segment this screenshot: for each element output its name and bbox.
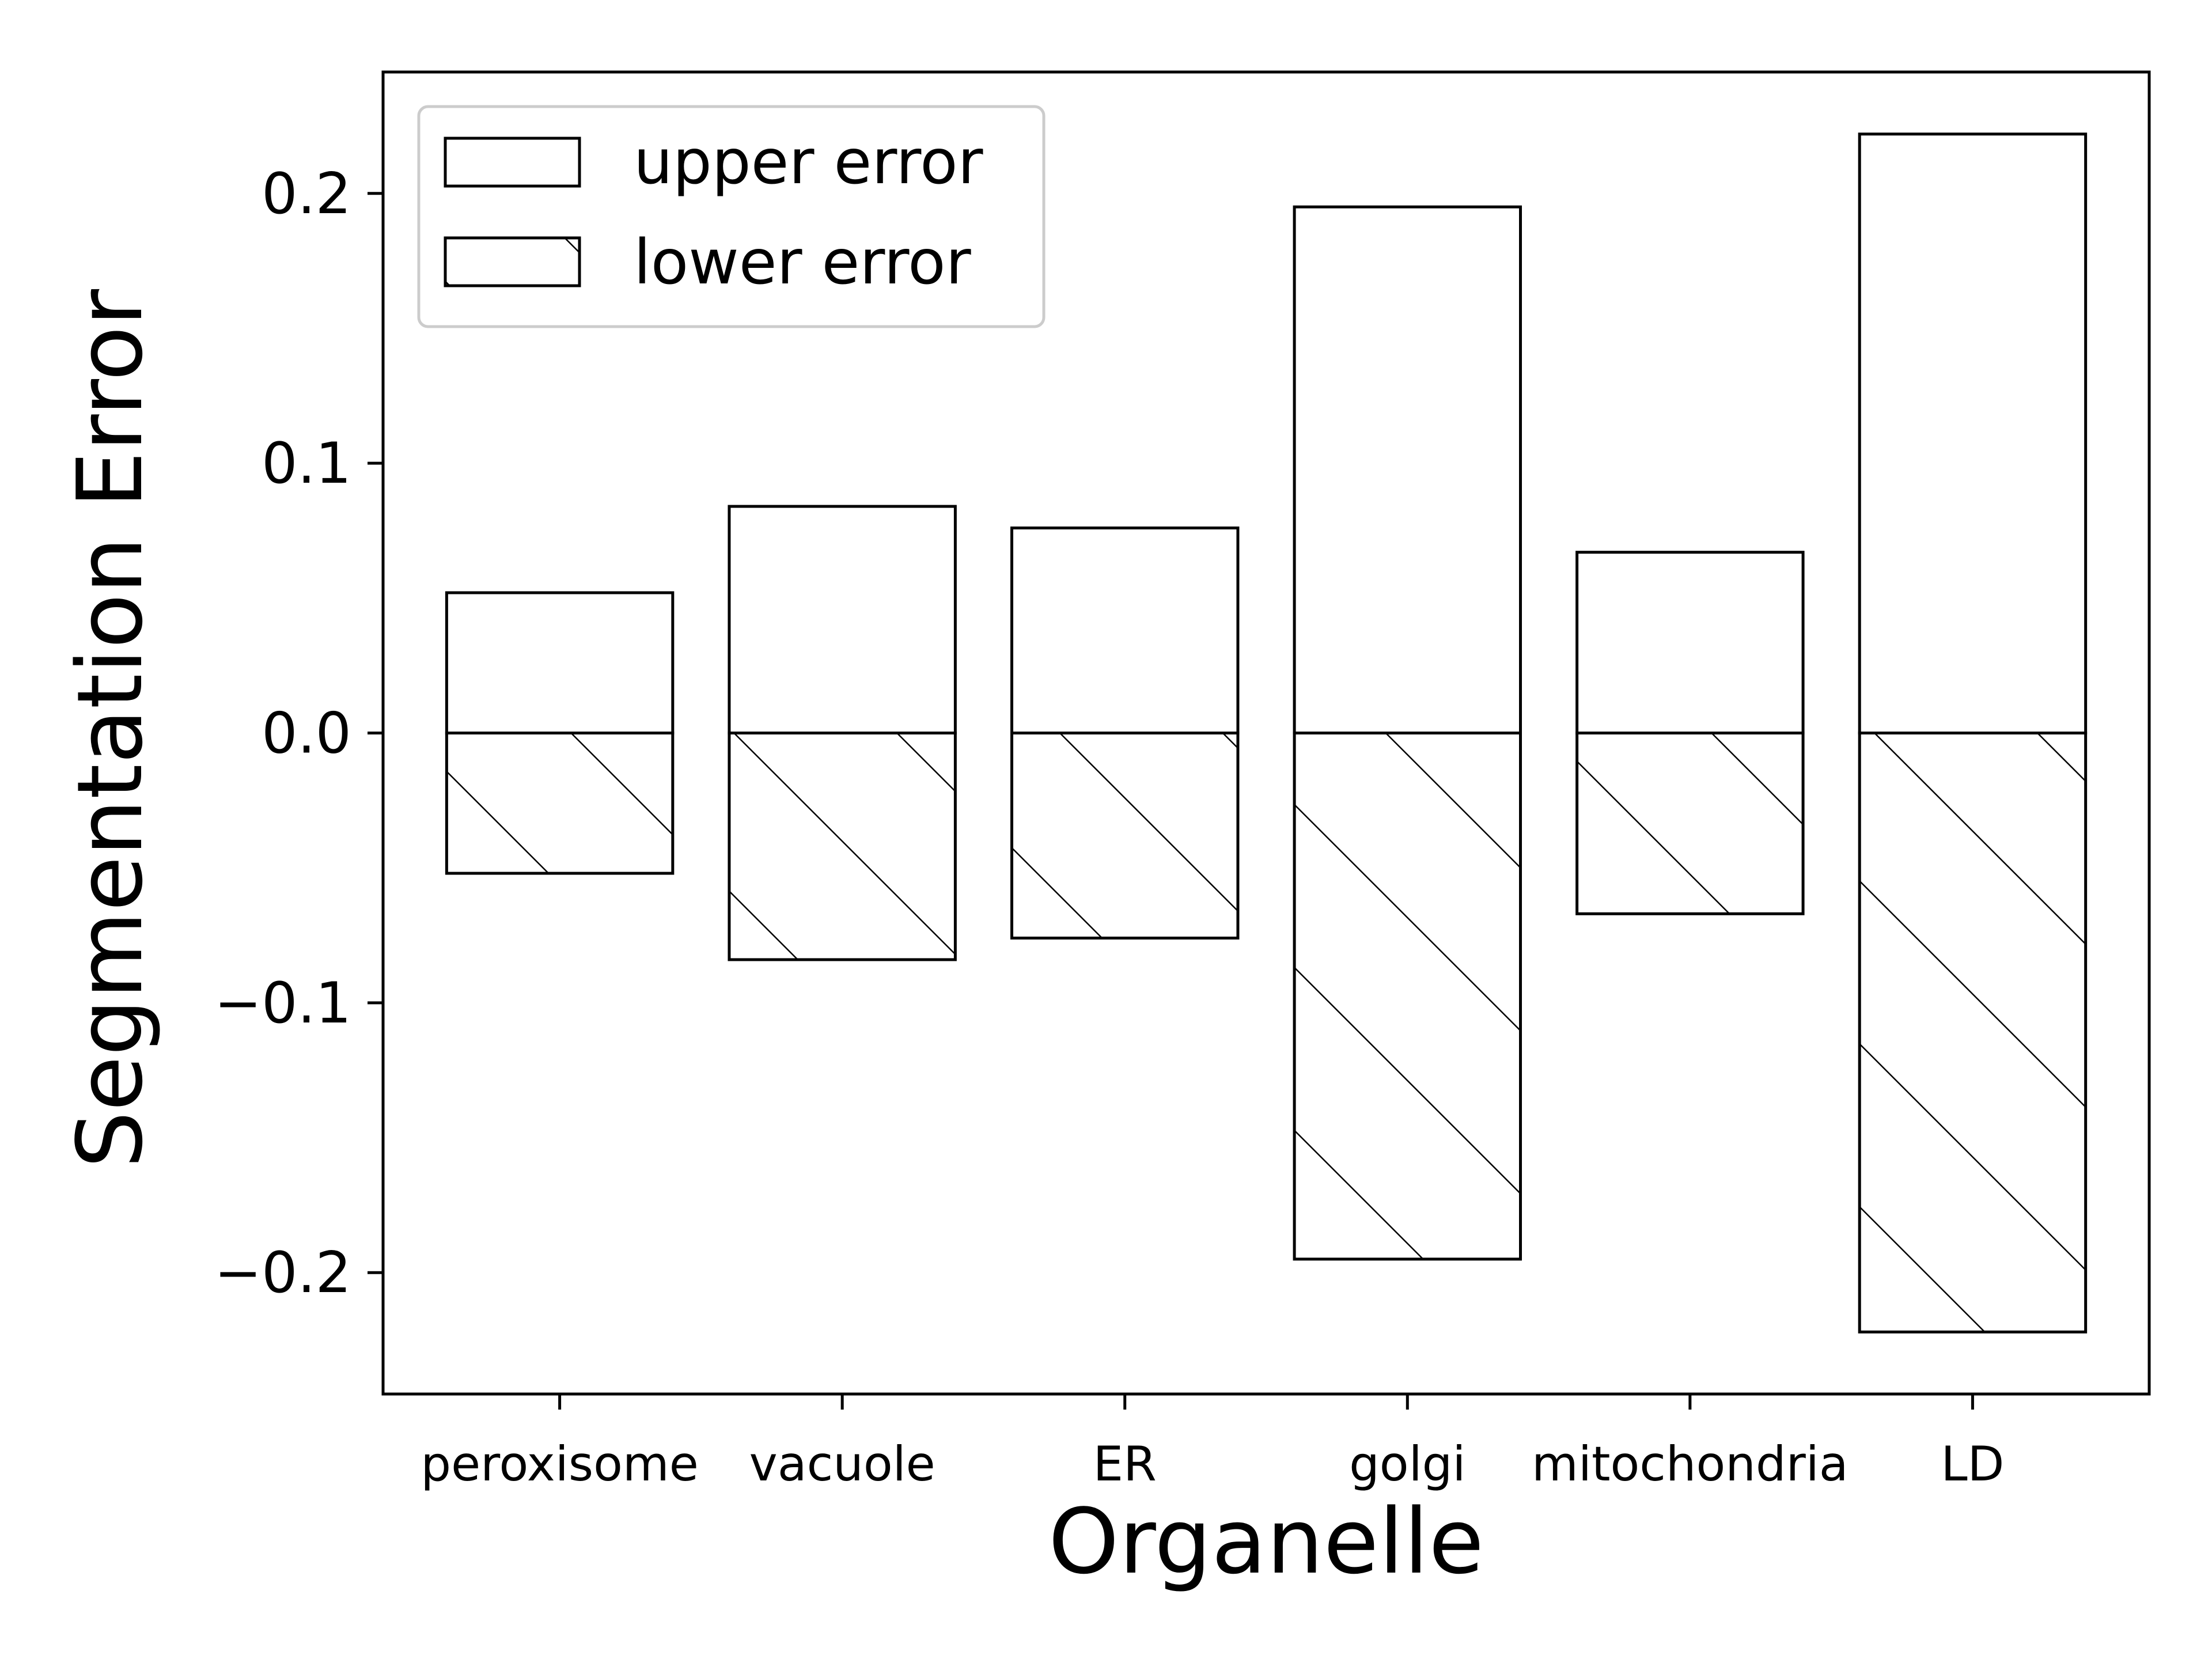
lower-error-bar-ER <box>1010 732 1240 940</box>
lower-error-bar-golgi <box>1293 732 1522 1261</box>
x-tick-label: golgi <box>1349 1436 1465 1492</box>
legend-label-lower-error: lower error <box>634 227 971 298</box>
lower-error-bar-mitochondria <box>1575 732 1805 915</box>
upper-error-bar-golgi <box>1293 205 1522 735</box>
axes-layer: −0.2 −0.1 0.0 0.1 0.2 peroxisome vacuole ER golg… <box>214 70 2151 1492</box>
bars-layer <box>445 132 2088 1334</box>
y-tick-label: 0.0 <box>262 701 351 767</box>
legend-swatch-lower-error <box>444 236 581 287</box>
legend: upper error lower error <box>417 105 1046 328</box>
x-tick-label: vacuole <box>749 1436 935 1492</box>
y-tick-label: 0.1 <box>262 431 351 497</box>
y-tick-label: −0.1 <box>214 971 351 1036</box>
x-tick-label: LD <box>1941 1436 2004 1492</box>
x-tick-label: peroxisome <box>421 1436 698 1492</box>
y-tick-label: 0.2 <box>262 161 351 227</box>
upper-error-bar-LD <box>1858 132 2088 734</box>
upper-error-bar-mitochondria <box>1575 551 1805 734</box>
x-tick-label: mitochondria <box>1532 1436 1849 1492</box>
upper-error-bar-peroxisome <box>445 591 675 734</box>
x-axis-label: Organelle <box>1048 1489 1484 1594</box>
lower-error-bar-LD <box>1858 732 2088 1334</box>
legend-swatch-upper-error <box>444 137 581 188</box>
y-axis-label: Segmentation Error <box>58 289 162 1168</box>
lower-error-bar-peroxisome <box>445 732 675 875</box>
y-tick-label: −0.2 <box>214 1240 351 1306</box>
legend-label-upper-error: upper error <box>634 127 983 198</box>
lower-error-bar-vacuole <box>728 732 957 961</box>
upper-error-bar-ER <box>1010 527 1240 735</box>
x-tick-label: ER <box>1093 1436 1157 1492</box>
upper-error-bar-vacuole <box>728 505 957 734</box>
